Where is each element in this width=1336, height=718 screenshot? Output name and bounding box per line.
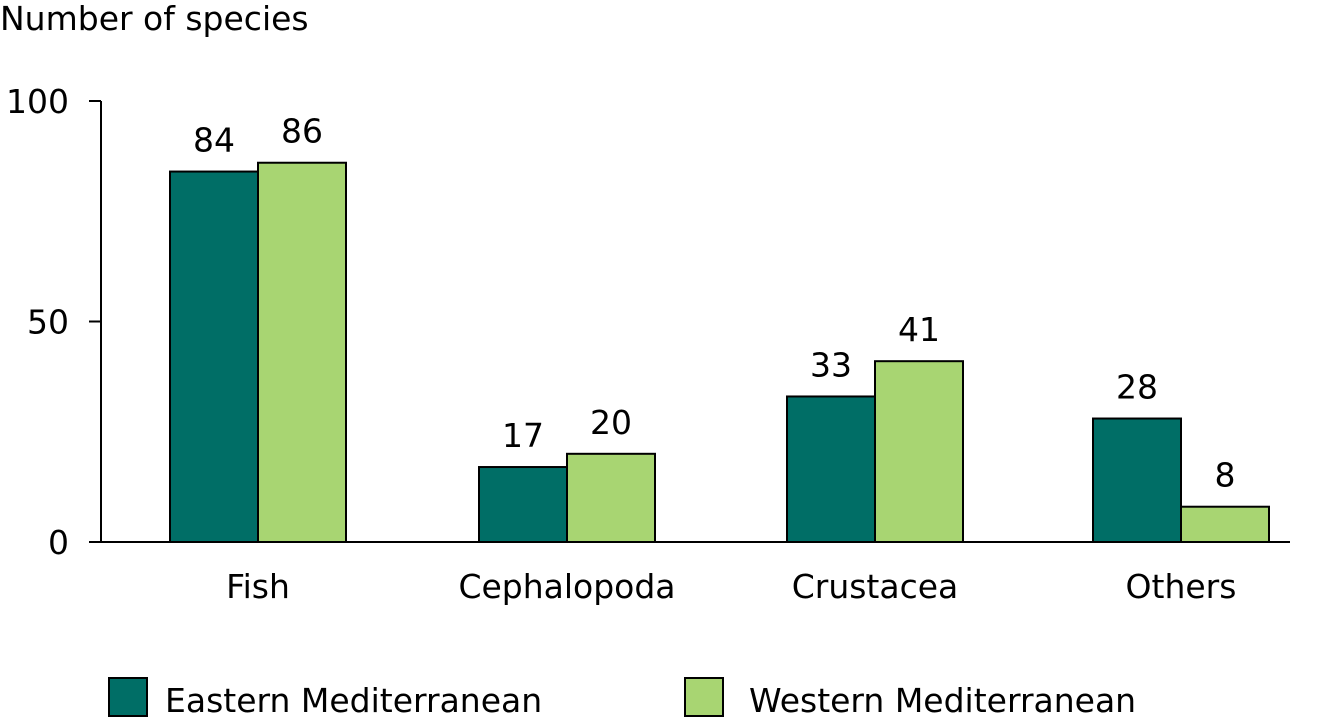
legend-label-western: Western Mediterranean bbox=[749, 681, 1136, 718]
bar-eastern-crustacea bbox=[786, 395, 876, 543]
bar-eastern-others bbox=[1092, 417, 1182, 543]
x-tick-label-cephalopoda: Cephalopoda bbox=[458, 567, 675, 606]
data-label: 20 bbox=[590, 403, 632, 442]
bar-western-cephalopoda bbox=[566, 452, 656, 543]
bars bbox=[169, 161, 1270, 544]
y-axis-title: Number of species bbox=[0, 0, 309, 38]
bar-western-crustacea bbox=[874, 360, 964, 543]
legend-swatch-western bbox=[684, 677, 724, 717]
bar-eastern-cephalopoda bbox=[478, 466, 568, 543]
category-labels: Fish Cephalopoda Crustacea Others bbox=[226, 567, 1236, 606]
y-tick-label: 0 bbox=[48, 523, 69, 562]
y-tick-label: 50 bbox=[27, 303, 69, 342]
bar-eastern-fish bbox=[169, 170, 259, 543]
data-labels: 84 86 17 20 33 41 28 8 bbox=[193, 112, 1236, 495]
data-label: 28 bbox=[1116, 368, 1158, 407]
data-label: 33 bbox=[810, 345, 852, 384]
data-label: 41 bbox=[898, 310, 940, 349]
bar-western-fish bbox=[257, 161, 347, 544]
x-tick-label-fish: Fish bbox=[226, 567, 290, 606]
x-tick-label-crustacea: Crustacea bbox=[792, 567, 959, 606]
bar-western-others bbox=[1180, 505, 1270, 543]
legend: Eastern Mediterranean Western Mediterrane… bbox=[108, 677, 1136, 718]
data-label: 17 bbox=[502, 416, 544, 455]
y-tick-label: 100 bbox=[6, 82, 69, 121]
x-tick-label-others: Others bbox=[1126, 567, 1237, 606]
data-label: 84 bbox=[193, 121, 235, 160]
data-label: 8 bbox=[1215, 456, 1236, 495]
legend-label-eastern: Eastern Mediterranean bbox=[165, 681, 542, 718]
legend-swatch-eastern bbox=[108, 677, 148, 717]
data-label: 86 bbox=[281, 112, 323, 151]
